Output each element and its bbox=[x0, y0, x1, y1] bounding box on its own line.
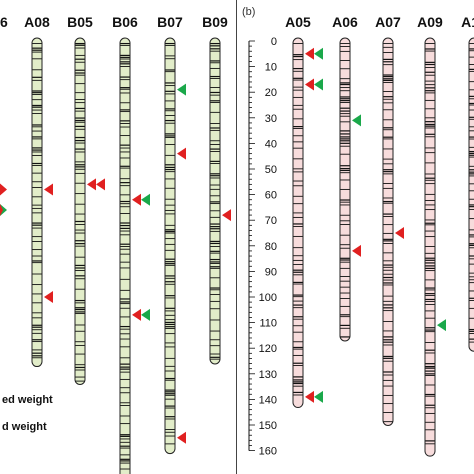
qtl-marker-green bbox=[314, 78, 323, 91]
qtl-marker-red bbox=[177, 147, 186, 160]
legend-item-1: ed weight bbox=[2, 394, 53, 406]
panel-a: A08 B05 B06 B07 B09 6 bbox=[0, 14, 231, 474]
axis-tick-label: 20 bbox=[265, 87, 277, 99]
qtl-marker-red bbox=[87, 178, 96, 191]
chromosome-label: A05 bbox=[285, 14, 311, 30]
chromosome-label: A07 bbox=[375, 14, 401, 30]
axis-tick-label: 100 bbox=[259, 292, 277, 304]
qtl-marker-green bbox=[141, 193, 150, 206]
qtl-marker-green bbox=[314, 47, 323, 60]
qtl-marker-green bbox=[314, 390, 323, 403]
chromosome-label: B07 bbox=[157, 14, 183, 30]
chromosome-bar bbox=[292, 37, 304, 409]
chromosome-bar bbox=[209, 37, 221, 365]
qtl-marker-red bbox=[44, 183, 53, 196]
axis-tick-label: 160 bbox=[259, 446, 277, 458]
qtl-marker-green bbox=[352, 114, 361, 127]
axis-tick-label: 110 bbox=[259, 318, 277, 330]
partial-chromosome-label: 6 bbox=[0, 14, 8, 30]
chromosome-bar bbox=[31, 37, 43, 368]
axis-tick-label: 80 bbox=[265, 241, 277, 253]
qtl-marker-red bbox=[132, 193, 141, 206]
qtl-marker-partial bbox=[0, 203, 3, 216]
axis-tick-label: 60 bbox=[265, 190, 277, 202]
qtl-marker-green bbox=[141, 308, 150, 321]
axis-tick-label: 70 bbox=[265, 215, 277, 227]
chromosome-bar bbox=[424, 37, 436, 457]
chromosome-bar bbox=[468, 37, 474, 352]
qtl-marker-red bbox=[395, 227, 404, 239]
qtl-marker-red bbox=[96, 178, 105, 191]
qtl-marker-green bbox=[177, 83, 186, 96]
qtl-marker-green bbox=[437, 319, 446, 332]
axis-tick-label: 150 bbox=[259, 420, 277, 432]
panel-b-label: (b) bbox=[242, 6, 255, 18]
axis-tick-label: 0 bbox=[271, 36, 277, 48]
qtl-marker-red bbox=[352, 244, 361, 257]
qtl-marker-partial bbox=[0, 203, 7, 216]
axis-tick-label: 40 bbox=[265, 138, 277, 150]
axis-tick-label: 90 bbox=[265, 266, 277, 278]
panel-b: 0 10 20 30 40 50 60 70 80 90 100 110 120 130 140 150 160… bbox=[248, 14, 474, 458]
qtl-marker-red bbox=[305, 78, 314, 91]
axis-tick-label: 140 bbox=[259, 394, 277, 406]
chromosome-bar bbox=[119, 37, 131, 474]
chromosome-bar bbox=[74, 37, 86, 385]
qtl-marker-red bbox=[305, 390, 314, 403]
qtl-marker-partial bbox=[0, 183, 7, 196]
chromosome-label: A06 bbox=[332, 14, 358, 30]
legend-item-2: d weight bbox=[2, 421, 47, 433]
qtl-marker-red bbox=[132, 308, 141, 321]
chromosome-label: B05 bbox=[67, 14, 93, 30]
qtl-marker-red bbox=[177, 431, 186, 444]
axis-tick-label: 10 bbox=[265, 62, 277, 74]
chromosome-label: A10 bbox=[461, 14, 474, 30]
qtl-marker-red bbox=[44, 291, 53, 303]
axis-tick-label: 130 bbox=[259, 369, 277, 381]
chromosome-label: B06 bbox=[112, 14, 138, 30]
axis-tick-label: 30 bbox=[265, 113, 277, 125]
chromosome-label: B09 bbox=[202, 14, 228, 30]
chromosome-label: A08 bbox=[24, 14, 50, 30]
qtl-marker-red bbox=[305, 47, 314, 60]
axis-tick-label: 50 bbox=[265, 164, 277, 176]
chromosome-bar bbox=[382, 37, 394, 426]
chromosome-bar bbox=[164, 37, 176, 455]
axis-tick-label: 120 bbox=[259, 343, 277, 355]
chromosome-label: A09 bbox=[417, 14, 443, 30]
qtl-marker-red bbox=[222, 209, 231, 222]
